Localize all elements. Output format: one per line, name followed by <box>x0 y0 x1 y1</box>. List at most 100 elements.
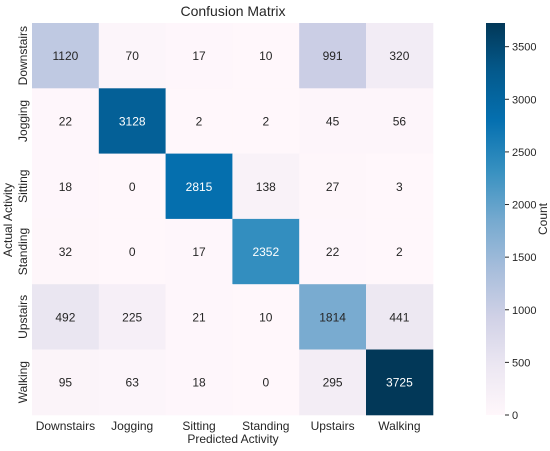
heatmap-cell <box>299 284 367 350</box>
heatmap-cell <box>32 88 100 155</box>
colorbar <box>486 23 505 415</box>
colorbar-label: Count <box>536 202 550 235</box>
colorbar-tick-label: 2500 <box>512 147 536 159</box>
y-tick-label: Downstairs <box>16 26 30 85</box>
cell-value-label: 21 <box>192 310 206 324</box>
heatmap-cell <box>366 349 434 416</box>
heatmap-cell <box>299 153 367 220</box>
cell-value-label: 22 <box>326 245 340 259</box>
colorbar-tick-label: 1500 <box>512 252 536 264</box>
x-axis-label: Predicted Activity <box>187 432 278 446</box>
colorbar-tick-label: 3500 <box>512 42 536 54</box>
x-tick-label: Jogging <box>111 419 153 433</box>
cell-value-label: 1120 <box>52 49 78 63</box>
cell-value-label: 56 <box>393 114 407 128</box>
cell-value-label: 2 <box>396 245 403 259</box>
heatmap-cell <box>366 153 434 220</box>
heatmap-cell <box>165 23 233 89</box>
chart-title: Confusion Matrix <box>180 3 285 19</box>
cell-value-label: 0 <box>129 245 136 259</box>
cell-value-label: 3 <box>396 180 403 194</box>
heatmap-cell <box>232 153 300 220</box>
y-tick-labels: Downstairs Jogging Sitting Standing Upstairs… <box>16 26 30 403</box>
heatmap-cell <box>299 88 367 155</box>
cell-value-label: 320 <box>389 49 409 63</box>
x-tick-label: Sitting <box>182 419 215 433</box>
heatmap-cell <box>98 153 167 220</box>
heatmap-cell <box>232 284 300 350</box>
x-tick-labels: Downstairs Jogging Sitting Standing Upstairs… <box>36 419 421 433</box>
x-tick-label: Walking <box>378 419 420 433</box>
heatmap-cell <box>366 284 434 350</box>
x-tick-label: Downstairs <box>36 419 95 433</box>
cell-value-label: 0 <box>129 180 136 194</box>
cell-value-label: 2 <box>262 114 269 128</box>
colorbar-tick-label: 3000 <box>512 94 536 106</box>
y-tick-label: Walking <box>16 361 30 403</box>
cell-value-label: 27 <box>326 180 340 194</box>
cell-value-label: 991 <box>323 49 343 63</box>
heatmap-cell <box>165 88 233 155</box>
heatmap-cell <box>32 153 100 220</box>
cell-value-label: 2352 <box>252 245 279 259</box>
heatmap-cell <box>232 88 300 155</box>
cell-value-label: 10 <box>259 310 273 324</box>
cell-value-label: 22 <box>59 114 73 128</box>
colorbar-ticks: 0 500 1000 1500 2000 2500 3000 3500 <box>505 42 536 422</box>
heatmap-cell <box>232 218 300 285</box>
cell-value-label: 138 <box>256 180 276 194</box>
cell-value-label: 3725 <box>386 376 413 390</box>
cell-value-label: 3128 <box>119 114 146 128</box>
heatmap-cell <box>32 23 100 89</box>
heatmap-cell <box>165 349 233 416</box>
cell-value-label: 2 <box>196 114 203 128</box>
colorbar-tick-label: 2000 <box>512 200 536 212</box>
heatmap-cell <box>232 23 300 89</box>
heatmap-cell <box>165 218 233 285</box>
heatmap-cell <box>299 349 367 416</box>
colorbar-tick-label: 0 <box>512 410 518 422</box>
cell-value-label: 18 <box>59 180 73 194</box>
cell-value-label: 1814 <box>319 310 346 324</box>
heatmap-cell <box>299 23 367 89</box>
cell-value-label: 17 <box>192 245 206 259</box>
cell-value-label: 225 <box>122 310 142 324</box>
y-tick-label: Jogging <box>16 100 30 142</box>
heatmap-cell <box>366 23 434 89</box>
heatmap-cell <box>32 284 100 350</box>
cell-value-label: 45 <box>326 114 340 128</box>
cell-value-label: 32 <box>59 245 73 259</box>
heatmap-cell <box>366 218 434 285</box>
cell-value-label: 295 <box>323 376 343 390</box>
y-tick-label: Standing <box>16 228 30 275</box>
colorbar-tick-label: 1000 <box>512 305 536 317</box>
cell-value-label: 17 <box>192 49 206 63</box>
heatmap-cell <box>98 349 167 416</box>
cell-value-label: 63 <box>126 376 140 390</box>
cell-value-label: 0 <box>262 376 269 390</box>
heatmap-cell <box>98 23 167 89</box>
heatmap-cell <box>165 153 233 220</box>
cell-value-label: 70 <box>126 49 140 63</box>
x-tick-label: Upstairs <box>311 419 355 433</box>
y-tick-label: Sitting <box>16 170 30 203</box>
heatmap-cell <box>98 284 167 350</box>
heatmap-cell <box>32 349 100 416</box>
cell-value-label: 492 <box>55 310 75 324</box>
heatmap-cell <box>366 88 434 155</box>
y-tick-label: Upstairs <box>16 295 30 339</box>
cell-value-label: 441 <box>389 310 409 324</box>
cell-value-label: 10 <box>259 49 273 63</box>
heatmap-cell <box>98 218 167 285</box>
heatmap-cell <box>98 88 167 155</box>
y-axis-label: Actual Activity <box>1 183 15 257</box>
cell-value-label: 18 <box>192 376 206 390</box>
cell-value-label: 2815 <box>186 180 213 194</box>
heatmap-cell <box>232 349 300 416</box>
x-tick-label: Standing <box>242 419 289 433</box>
colorbar-tick-label: 500 <box>512 357 530 369</box>
heatmap-cell <box>32 218 100 285</box>
heatmap-cell <box>299 218 367 285</box>
